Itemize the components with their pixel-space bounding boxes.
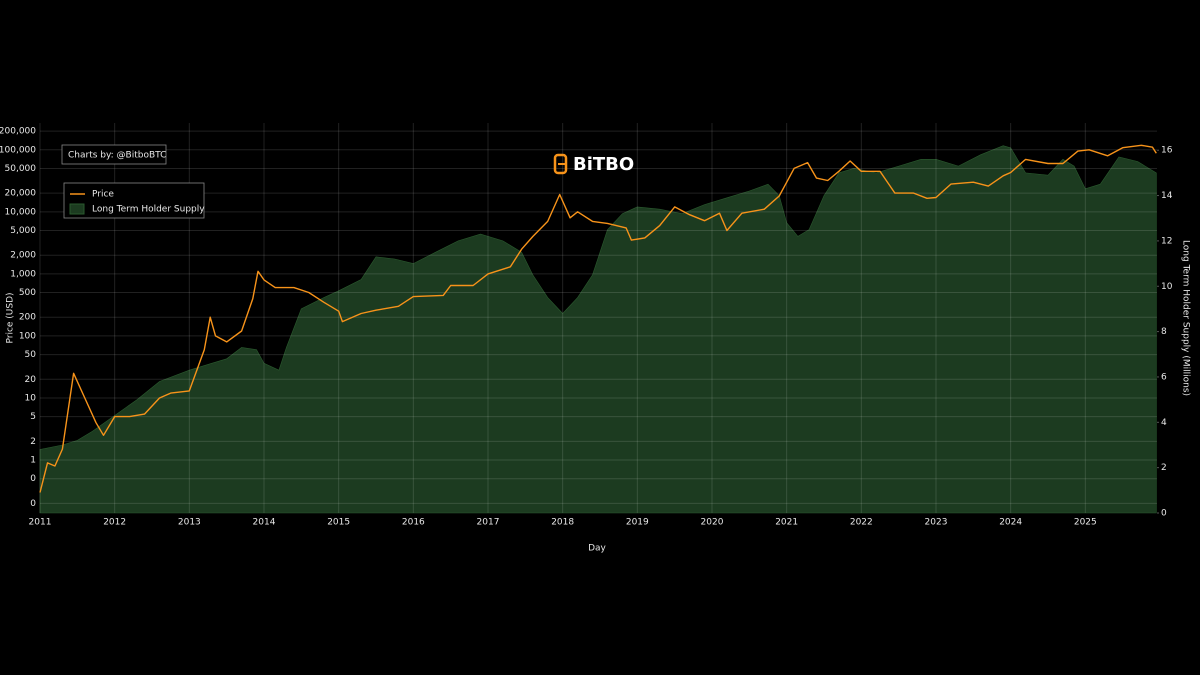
x-tick-label: 2016 — [402, 518, 425, 528]
y-tick-label: 2 — [30, 437, 36, 447]
y-tick-label: 0 — [30, 474, 36, 484]
y-tick-label: 5 — [30, 412, 36, 422]
y2-tick-label: 2 — [1161, 463, 1167, 473]
y-tick-label: 10 — [25, 393, 37, 403]
area — [39, 145, 1157, 514]
y2-axis-title: Long Term Holder Supply (Millions) — [1181, 240, 1191, 396]
x-tick-label: 2017 — [477, 518, 500, 528]
line-layer — [39, 144, 1157, 493]
y-tick-label: 50,000 — [5, 164, 37, 174]
legend-label: Price — [92, 190, 114, 200]
x-tick-label: 2011 — [29, 518, 52, 528]
y2-tick-label: 6 — [1161, 372, 1167, 382]
y-tick-label: 0 — [30, 499, 36, 509]
x-axis-title: Day — [588, 544, 606, 554]
x-tick-label: 2024 — [999, 518, 1022, 528]
watermark-text: BiTBO — [573, 154, 634, 175]
y2-tick-label: 12 — [1161, 236, 1172, 246]
y2-tick-label: 10 — [1161, 282, 1173, 292]
x-tick-label: 2018 — [551, 518, 574, 528]
y2-tick-label: 14 — [1161, 191, 1173, 201]
y-tick-label: 200 — [19, 313, 36, 323]
y-tick-label: 20,000 — [5, 189, 37, 199]
line — [39, 144, 1157, 493]
y-tick-label: 2,000 — [10, 251, 36, 261]
area-layer — [39, 145, 1157, 514]
legend-box — [63, 182, 205, 219]
y-tick-label: 20 — [25, 375, 37, 385]
x-tick-label: 2022 — [850, 518, 873, 528]
y2-tick-label: 0 — [1161, 509, 1167, 519]
x-tick-label: 2013 — [178, 518, 201, 528]
y-tick-label: 200,000 — [0, 127, 36, 137]
x-tick-label: 2019 — [626, 518, 649, 528]
legend-swatch — [69, 203, 85, 215]
y2-tick-label: 4 — [1161, 418, 1167, 428]
y-tick-label: 100 — [19, 331, 36, 341]
y-tick-label: 50 — [25, 350, 37, 360]
y-tick-label: 10,000 — [5, 207, 37, 217]
y-axis-title: Price (USD) — [6, 292, 16, 343]
x-tick-label: 2023 — [925, 518, 948, 528]
y2-tick-label: 8 — [1161, 327, 1167, 337]
logo-icon — [553, 153, 568, 175]
legend-label: Long Term Holder Supply — [92, 205, 205, 215]
credit: Charts by: @BitboBTC — [68, 151, 166, 161]
y-tick-label: 100,000 — [0, 145, 36, 155]
grid-layer — [39, 123, 1157, 513]
y-tick-label: 1 — [30, 456, 36, 466]
y-tick-label: 1,000 — [10, 269, 36, 279]
y-tick-label: 500 — [19, 288, 36, 298]
x-tick-label: 2014 — [253, 518, 276, 528]
y2-tick-label: 16 — [1161, 146, 1173, 156]
plot-area — [39, 123, 1157, 514]
x-tick-label: 2015 — [327, 518, 350, 528]
x-tick-label: 2021 — [775, 518, 798, 528]
x-tick-label: 2025 — [1074, 518, 1097, 528]
credit-box — [61, 144, 167, 165]
x-tick-label: 2012 — [103, 518, 126, 528]
y-tick-label: 5,000 — [10, 226, 36, 236]
x-tick-label: 2020 — [701, 518, 724, 528]
watermark: BiTBO — [553, 153, 634, 175]
